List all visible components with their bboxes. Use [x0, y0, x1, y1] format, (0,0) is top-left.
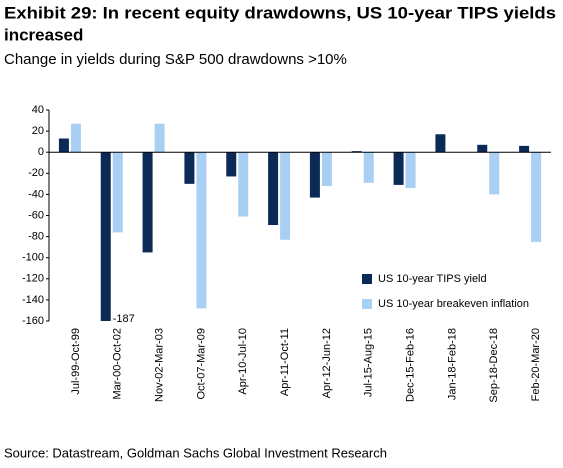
- legend-swatch: [362, 274, 372, 284]
- x-tick-label: Oct-07-Mar-09: [195, 328, 207, 400]
- bar: [226, 152, 237, 177]
- chart-title: Exhibit 29: In recent equity drawdowns, …: [4, 3, 556, 22]
- y-tick-label: -140: [22, 294, 44, 306]
- bar: [435, 134, 446, 153]
- y-tick-label: 20: [32, 125, 44, 137]
- y-tick-label: -100: [22, 252, 44, 264]
- bar: [112, 152, 123, 233]
- y-tick-label: -160: [22, 315, 44, 327]
- x-tick-label: Dec-15-Feb-16: [404, 328, 416, 402]
- legend-swatch: [362, 299, 372, 309]
- bar: [363, 152, 374, 183]
- bar: [519, 145, 530, 153]
- bar: [393, 152, 404, 185]
- bar: [196, 152, 207, 309]
- chart-title: increased: [4, 25, 83, 44]
- legend-label: US 10-year breakeven inflation: [378, 298, 529, 310]
- x-tick-label: Apr-12-Jun-12: [321, 328, 333, 398]
- y-tick-label: -80: [28, 231, 44, 243]
- x-tick-label: Jul-99-Oct-99: [70, 328, 82, 395]
- bar: [100, 152, 111, 321]
- bar: [142, 152, 153, 253]
- y-tick-label: 40: [32, 104, 44, 116]
- bar: [489, 152, 500, 195]
- legend-label: US 10-year TIPS yield: [378, 273, 487, 285]
- bar: [309, 152, 320, 198]
- source: Source: Datastream, Goldman Sachs Global…: [4, 445, 387, 460]
- x-tick-label: Apr-11-Oct-11: [279, 328, 291, 396]
- bar: [405, 152, 416, 189]
- bar: [184, 152, 195, 184]
- bar: [154, 123, 165, 153]
- y-tick-label: -120: [22, 273, 44, 285]
- chart-subtitle: Change in yields during S&P 500 drawdown…: [4, 51, 347, 68]
- bar: [531, 152, 542, 242]
- bar: [351, 151, 362, 153]
- bar: [70, 123, 81, 153]
- y-tick-label: -40: [28, 188, 44, 200]
- x-tick-label: Feb-20-Mar-20: [530, 328, 542, 401]
- bar: [321, 152, 332, 186]
- plot-area: [58, 123, 542, 321]
- x-tick-label: Mar-00-Oct-02: [112, 328, 124, 400]
- bar: [58, 138, 69, 153]
- bar: [238, 152, 249, 217]
- bar: [280, 152, 291, 240]
- x-tick-label: Nov-02-Mar-03: [153, 328, 165, 402]
- y-tick-label: 0: [38, 146, 44, 158]
- y-tick-label: -20: [28, 167, 44, 179]
- x-tick-label: Jul-15-Aug-15: [363, 328, 375, 397]
- x-tick-label: Apr-10-Jul-10: [237, 328, 249, 395]
- y-tick-label: -60: [28, 209, 44, 221]
- x-tick-label: Sep-18-Dec-18: [488, 328, 500, 403]
- data-label: -187: [113, 313, 135, 325]
- x-tick-label: Jan-18-Feb-18: [446, 328, 458, 400]
- bar: [477, 144, 488, 153]
- bar: [268, 152, 279, 225]
